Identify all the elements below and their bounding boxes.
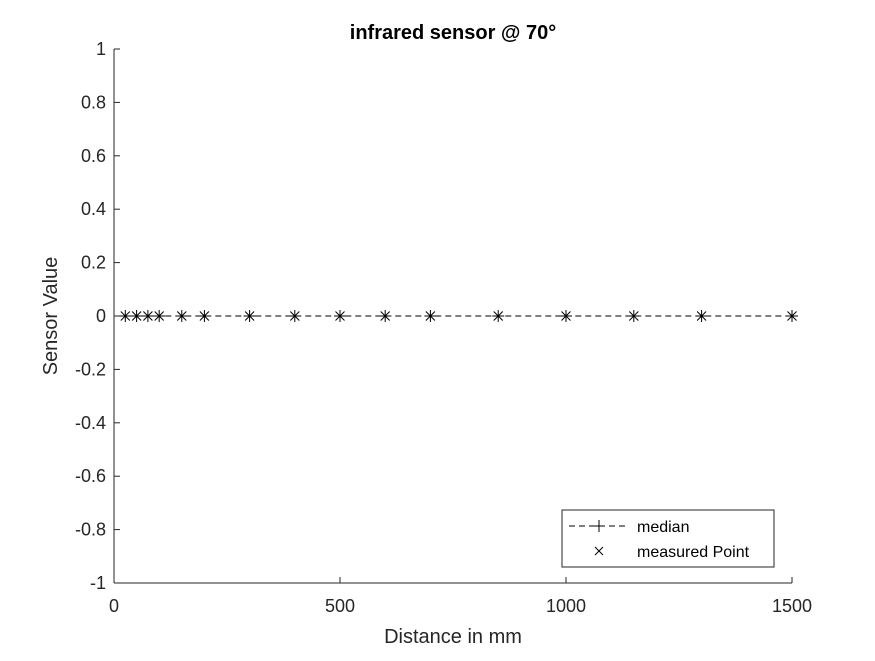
y-tick-label: 0.4 [81, 199, 106, 219]
y-tick-label: 0.8 [81, 92, 106, 112]
measured-point-marker [628, 311, 639, 321]
y-tick-label: 0 [96, 306, 106, 326]
measured-point-marker [154, 311, 165, 321]
x-tick-label: 500 [325, 596, 355, 616]
measured-point-marker [244, 311, 255, 321]
measured-point-marker [131, 311, 142, 321]
legend-label-median: median [637, 519, 689, 536]
legend-box [561, 509, 775, 568]
y-tick-label: -0.4 [75, 413, 106, 433]
x-tick-label: 0 [109, 596, 119, 616]
measured-point-marker [380, 311, 391, 321]
measured-point-marker [493, 311, 504, 321]
y-tick-label: -1 [90, 573, 106, 593]
series-layer [119, 310, 798, 322]
legend: median measured Point [561, 509, 775, 568]
legend-label-measured-point: measured Point [637, 544, 750, 561]
chart-title: infrared sensor @ 70° [350, 22, 556, 44]
measured-point-marker [199, 311, 210, 321]
y-tick-label: -0.2 [75, 359, 106, 379]
measured-point-marker [143, 311, 153, 321]
x-ticks: 0 500 1000 1500 [109, 577, 812, 616]
x-axis-label: Distance in mm [384, 626, 522, 648]
x-tick-label: 1000 [546, 596, 586, 616]
measured-point-marker [696, 311, 707, 321]
measured-point-marker [425, 311, 436, 321]
y-tick-label: -0.6 [75, 466, 106, 486]
measured-point-marker [289, 311, 300, 321]
measured-point-marker [176, 311, 187, 321]
measured-point-marker [335, 311, 345, 321]
legend-x-marker-b [594, 546, 604, 556]
y-tick-label: 0.6 [81, 146, 106, 166]
y-tick-label: 0.2 [81, 253, 106, 273]
legend-entry-median: median [569, 519, 689, 536]
legend-entry-measured-point: measured Point [594, 544, 750, 561]
y-ticks: -1 -0.8 -0.6 -0.4 -0.2 0 0.2 0.4 0.6 0.8 1 [75, 39, 120, 593]
y-axis-label: Sensor Value [40, 257, 62, 376]
measured-point-marker [561, 311, 571, 321]
measured-point-marker [120, 311, 131, 321]
y-tick-label: 1 [96, 39, 106, 59]
x-tick-label: 1500 [772, 596, 812, 616]
measured-point-marker [787, 311, 797, 321]
y-tick-label: -0.8 [75, 520, 106, 540]
